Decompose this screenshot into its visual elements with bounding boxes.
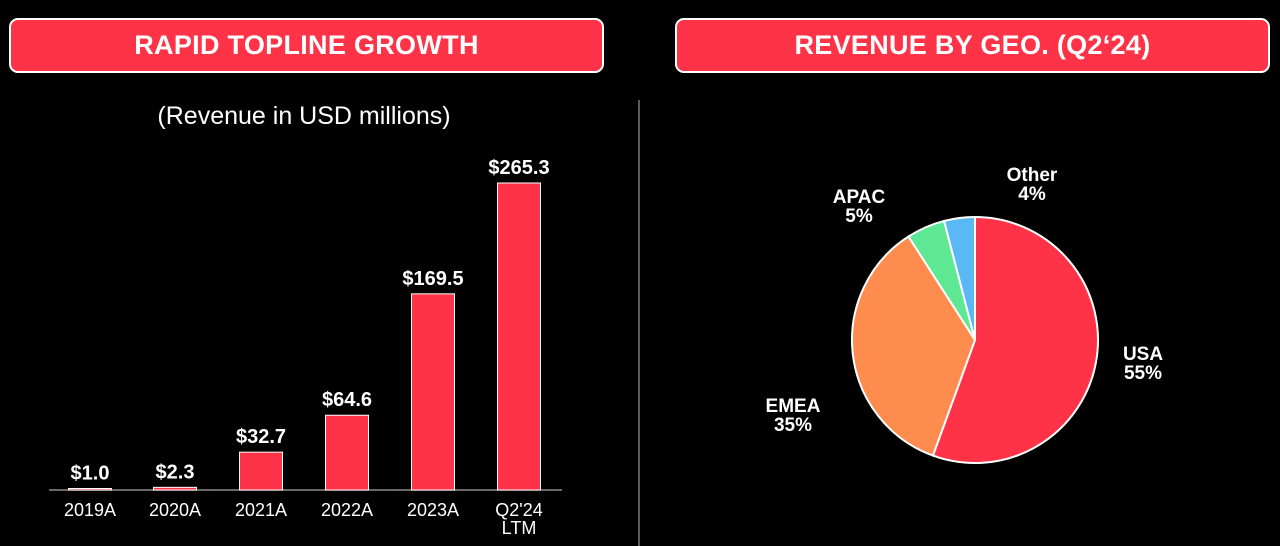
pie-pct-apac: 5% — [845, 206, 873, 227]
x-tick-label: 2021A — [235, 500, 287, 520]
bar-value-label: $1.0 — [71, 463, 110, 485]
x-tick-label: 2022A — [321, 500, 373, 520]
revenue-bar-chart: $1.0 2019A $2.3 2020A $32.7 2021A $64.6 2022A $1… — [49, 157, 562, 538]
bar-value-label: $169.5 — [402, 268, 463, 290]
bar-value-label: $2.3 — [156, 461, 195, 483]
bar-2023a — [411, 293, 455, 491]
revenue-geo-banner: REVENUE BY GEO. (Q2‘24) — [675, 18, 1270, 73]
x-tick-label: 2023A — [407, 500, 459, 520]
pie-label-usa: USA — [1123, 344, 1163, 365]
x-tick-label: 2019A — [64, 500, 116, 520]
pie-slice-usa — [931, 215, 1099, 464]
pie-label-other: Other — [1007, 165, 1058, 186]
pie-slice-other — [942, 215, 976, 341]
pie-label-emea: EMEA — [766, 396, 821, 417]
pie-pct-usa: 55% — [1124, 363, 1162, 384]
revenue-growth-banner: RAPID TOPLINE GROWTH — [9, 18, 604, 73]
bar-value-label: $32.7 — [236, 426, 286, 448]
bar-2019a — [68, 488, 112, 491]
bar-chart-subtitle: (Revenue in USD millions) — [157, 102, 451, 130]
pie-label-apac: APAC — [833, 187, 886, 208]
pie-slice-emea — [851, 235, 977, 457]
pie-pct-other: 4% — [1018, 184, 1046, 205]
bar-q224 — [497, 182, 541, 491]
bar-2021a — [239, 451, 283, 491]
bar-value-label: $265.3 — [488, 157, 549, 179]
bar-2020a — [153, 486, 197, 491]
panel-divider — [638, 100, 640, 546]
bar-2022a — [325, 414, 369, 491]
pie-pct-emea: 35% — [774, 415, 812, 436]
x-tick-label: 2020A — [149, 500, 201, 520]
bar-value-label: $64.6 — [322, 389, 372, 411]
x-tick-label: Q2'24 LTM — [495, 500, 542, 538]
